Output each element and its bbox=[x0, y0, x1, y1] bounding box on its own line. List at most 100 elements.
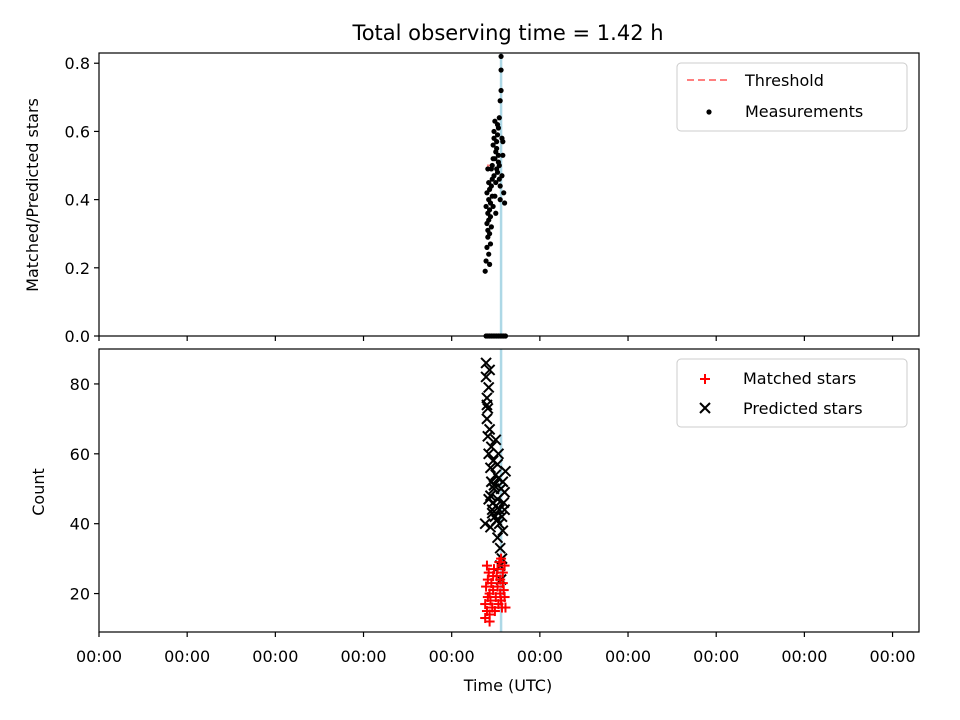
predicted-star-point bbox=[480, 371, 492, 383]
measurement-point bbox=[487, 207, 493, 213]
bottom-axes-frame bbox=[98, 348, 920, 633]
x-tick-label: 00:00 bbox=[164, 647, 210, 666]
measurement-point bbox=[487, 261, 493, 267]
measurement-point bbox=[497, 183, 503, 189]
matched-star-point bbox=[484, 616, 495, 627]
top-x-ticks bbox=[98, 336, 894, 341]
predicted-star-point bbox=[483, 423, 496, 436]
top-axes-frame bbox=[98, 52, 920, 337]
predicted-star-point bbox=[491, 458, 504, 471]
predicted-star-point bbox=[497, 476, 509, 488]
x-tick-label: 00:00 bbox=[693, 647, 739, 666]
predicted-star-point bbox=[484, 521, 497, 533]
predicted-star-point bbox=[479, 517, 491, 530]
top-legend-box bbox=[676, 62, 908, 132]
measurement-point bbox=[491, 173, 497, 179]
predicted-star-point bbox=[482, 430, 494, 443]
measurement-point bbox=[498, 67, 504, 73]
measurement-point bbox=[498, 53, 504, 60]
predicted-star-point bbox=[493, 517, 506, 530]
x-tick-label: 00:00 bbox=[781, 647, 827, 666]
predicted-star-point bbox=[484, 462, 497, 474]
bottom-x-ticks: 00:00 00:00 00:00 00:00 00:00 00:00 00:00 00:00… bbox=[76, 632, 916, 666]
x-tick-label: 00:00 bbox=[340, 647, 386, 666]
top-y-tick-label: 0.4 bbox=[65, 191, 90, 210]
predicted-star-point bbox=[498, 486, 511, 498]
predicted-star-point bbox=[490, 434, 502, 446]
measurement-point bbox=[497, 197, 503, 203]
predicted-star-point bbox=[483, 493, 495, 505]
x-tick-label: 00:00 bbox=[605, 647, 651, 666]
measurement-point bbox=[494, 169, 501, 175]
predicted-star-point bbox=[488, 479, 500, 491]
legend-predicted-label: Predicted stars bbox=[743, 399, 863, 418]
legend-matched-label: Matched stars bbox=[743, 369, 856, 388]
measurement-point bbox=[497, 98, 503, 104]
measurement-point bbox=[490, 142, 496, 148]
x-tick-label: 00:00 bbox=[869, 647, 915, 666]
x-tick-label: 00:00 bbox=[517, 647, 563, 666]
matched-star-point bbox=[499, 560, 510, 571]
measurement-point bbox=[494, 132, 501, 138]
bottom-y-axis-label: Count bbox=[29, 468, 48, 516]
measurement-point bbox=[491, 128, 497, 135]
matched-stars-series bbox=[480, 553, 511, 627]
legend-threshold-label: Threshold bbox=[744, 71, 824, 90]
matched-star-point bbox=[488, 571, 499, 582]
measurement-point bbox=[482, 268, 488, 274]
matched-star-point bbox=[500, 602, 511, 613]
predicted-star-point bbox=[483, 448, 495, 460]
predicted-star-point bbox=[494, 542, 506, 554]
x-tick-label: 00:00 bbox=[252, 647, 298, 666]
top-y-axis-label: Matched/Predicted stars bbox=[23, 98, 42, 292]
matched-star-point bbox=[489, 606, 500, 617]
measurement-point bbox=[498, 87, 504, 94]
predicted-legend-swatch bbox=[699, 402, 711, 414]
measurement-point bbox=[487, 231, 493, 237]
measurement-point bbox=[501, 200, 508, 206]
measurement-point bbox=[484, 244, 490, 250]
top-y-tick-label: 0.0 bbox=[65, 327, 90, 346]
measurement-point bbox=[492, 193, 498, 199]
predicted-star-point bbox=[486, 507, 498, 519]
matched-star-point bbox=[481, 581, 492, 592]
predicted-star-point bbox=[482, 402, 494, 415]
top-y-ticks: 0.0 0.2 0.4 0.6 0.8 bbox=[65, 54, 99, 346]
measurement-point bbox=[495, 125, 502, 131]
predicted-star-point bbox=[497, 524, 509, 537]
legend-measurements-label: Measurements bbox=[745, 102, 863, 121]
measurement-point bbox=[493, 179, 499, 186]
measurement-point bbox=[494, 139, 500, 145]
measurement-point bbox=[487, 241, 494, 247]
measurement-point bbox=[488, 183, 494, 189]
matched-star-point bbox=[499, 592, 510, 603]
bottom-y-tick-label: 40 bbox=[70, 515, 90, 534]
matched-star-point bbox=[486, 578, 497, 589]
matched-star-point bbox=[497, 567, 508, 578]
matched-star-point bbox=[480, 599, 491, 610]
matched-star-point bbox=[492, 564, 503, 575]
bottom-y-tick-label: 20 bbox=[70, 585, 90, 604]
predicted-star-point bbox=[483, 364, 496, 376]
bottom-legend: Matched stars Predicted stars bbox=[676, 358, 908, 428]
measurement-point bbox=[496, 162, 502, 169]
measurement-point bbox=[493, 210, 499, 216]
measurement-point bbox=[488, 224, 494, 230]
measurement-point bbox=[501, 190, 507, 196]
predicted-star-point bbox=[492, 448, 505, 460]
bottom-y-tick-label: 60 bbox=[70, 445, 90, 464]
x-tick-label: 00:00 bbox=[429, 647, 475, 666]
predicted-star-point bbox=[491, 531, 504, 544]
measurement-point bbox=[492, 156, 498, 162]
top-y-tick-label: 0.8 bbox=[65, 54, 90, 73]
predicted-star-point bbox=[483, 381, 495, 394]
top-legend: Threshold Measurements bbox=[676, 62, 908, 132]
measurements-legend-swatch bbox=[706, 109, 712, 115]
measurement-point bbox=[483, 203, 489, 210]
x-axis-label: Time (UTC) bbox=[463, 676, 552, 695]
figure-title: Total observing time = 1.42 h bbox=[351, 21, 663, 45]
predicted-star-point bbox=[481, 399, 493, 411]
measurement-point bbox=[490, 203, 496, 210]
x-tick-label: 00:00 bbox=[76, 647, 122, 666]
